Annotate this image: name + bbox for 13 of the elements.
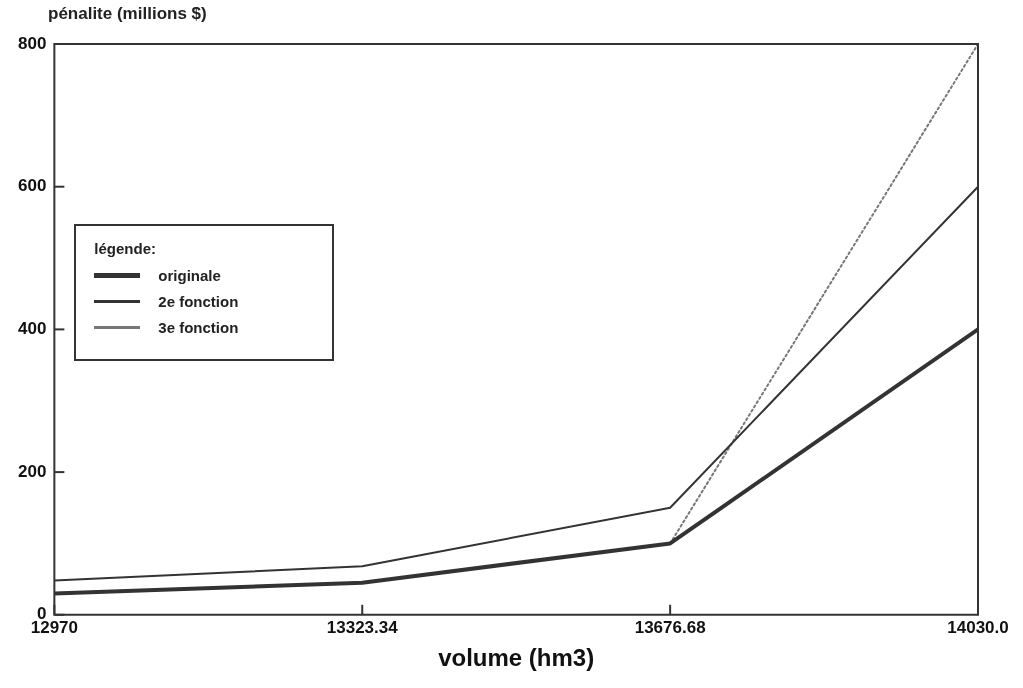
y-tick-label: 800 — [17, 33, 47, 53]
x-tick-label: 13676.68 — [634, 617, 706, 637]
x-axis-title: volume (hm3) — [438, 644, 595, 672]
x-tick-label: 14030.0 — [947, 617, 1009, 637]
y-tick-label: 400 — [17, 319, 47, 339]
legend-label: originale — [158, 267, 221, 284]
legend-title: légende: — [94, 240, 158, 257]
legend-label: 2e fonction — [158, 293, 239, 310]
y-tick-label: 600 — [17, 176, 47, 196]
y-tick-label: 200 — [17, 461, 47, 481]
legend-label: 3e fonction — [158, 319, 239, 336]
x-tick-label: 13323.34 — [326, 617, 399, 637]
y-axis-title: pénalite (millions $) — [48, 4, 207, 24]
